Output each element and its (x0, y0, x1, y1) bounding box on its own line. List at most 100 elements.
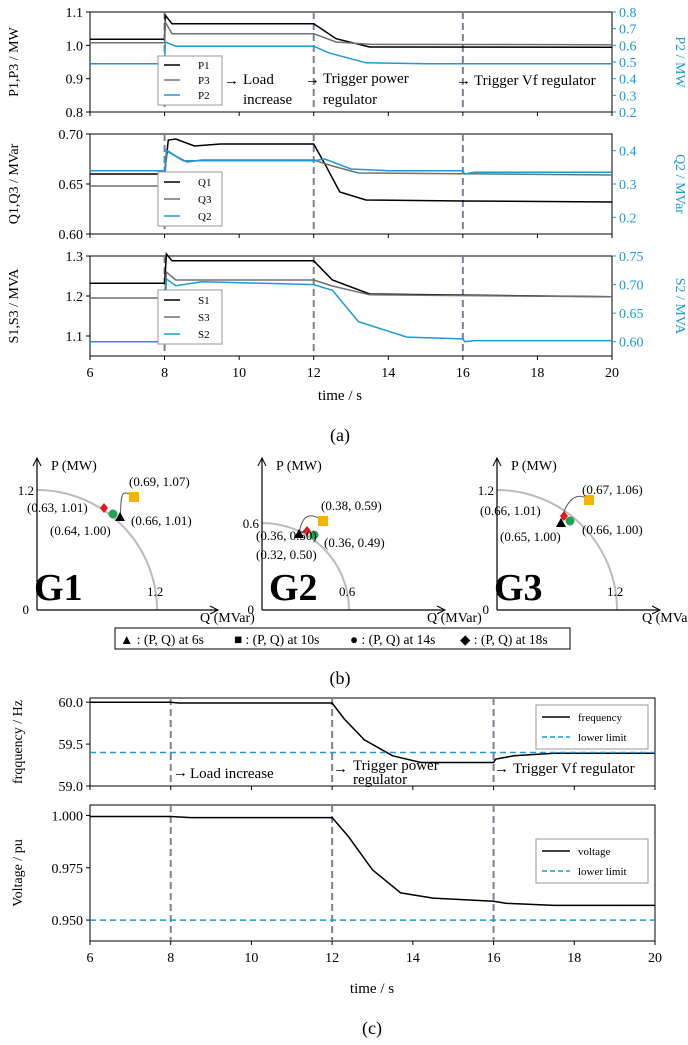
p-radius-label: 0.6 (243, 516, 260, 531)
series-line-q2 (90, 149, 612, 175)
legend-label-p2: P2 (198, 90, 210, 102)
y-tick-label-right: 0.75 (619, 250, 644, 265)
y-axis-label: Voltage / pu (11, 839, 26, 906)
marker-6s-triangle (294, 529, 304, 538)
panel-c-voltage-plot: 0.950 0.975 1.000 Voltage / pu voltage low… (11, 804, 662, 997)
p-axis-arrow-icon (492, 456, 502, 467)
y-tick-label-right: 0.7 (619, 23, 637, 38)
p-axis-label: P (MW) (51, 459, 97, 474)
series-line-s1 (90, 252, 613, 298)
annotation-arrow: → (224, 73, 239, 89)
legend-label-lower-limit: lower limit (578, 732, 627, 744)
y-axis-label-left: Q1,Q3 / MVar (7, 143, 22, 224)
legend-label-p3: P3 (198, 75, 210, 87)
q-radius-label: 0.6 (339, 584, 356, 599)
x-axis-label: time / s (350, 981, 394, 997)
y-tick-label: 0.8 (66, 106, 84, 121)
q-radius-label: 1.2 (147, 584, 163, 599)
x-tick-label: 10 (232, 366, 246, 381)
x-tick-label: 12 (325, 951, 339, 966)
x-tick-label: 8 (161, 366, 168, 381)
series-line-frequency (90, 701, 655, 764)
point-coordinate-label: (0.69, 1.07) (129, 474, 190, 489)
y-tick-label: 0.9 (66, 73, 84, 88)
legend-label-lower-limit: lower limit (578, 866, 627, 878)
marker-18s-diamond (303, 526, 311, 536)
p-radius-label: 1.2 (478, 483, 494, 498)
y-tick-label: 1.1 (66, 330, 84, 345)
y-tick-label-right: 0.6 (619, 39, 637, 54)
point-coordinate-label: (0.36, 0.49) (324, 535, 385, 550)
capability-arc (261, 522, 350, 611)
x-tick-label: 14 (381, 366, 395, 381)
point-coordinate-label: (0.32, 0.50) (256, 547, 317, 562)
legend-item-10s: ■ : (P, Q) at 10s (234, 632, 319, 647)
x-tick-label: 10 (244, 951, 258, 966)
point-coordinate-label: (0.66, 1.00) (582, 522, 643, 537)
capability-diagram-g1: P (MW)Q (MVar)01.21.2G1(0.69, 1.07)(0.63… (18, 456, 255, 626)
legend: Q1 Q3 Q2 (157, 171, 223, 227)
series-line-s2 (90, 277, 612, 343)
y-tick-label: 0.65 (59, 178, 84, 193)
annotation-power-1: Trigger power (353, 758, 439, 774)
y-tick-label: 59.0 (59, 780, 84, 795)
annotation-arrow: → (494, 761, 509, 777)
y-tick-label-right: 0.3 (619, 178, 637, 193)
point-coordinate-label: (0.66, 1.01) (480, 503, 541, 518)
marker-14s-circle (565, 516, 575, 526)
annotation-load: Load increase (190, 766, 274, 782)
x-tick-label: 20 (605, 366, 619, 381)
y-tick-label: 1.1 (66, 6, 84, 21)
x-tick-label: 20 (648, 951, 662, 966)
x-tick-label: 6 (87, 366, 94, 381)
legend-item-18s: ◆ : (P, Q) at 18s (460, 632, 548, 647)
point-coordinate-label: (0.63, 1.01) (27, 500, 88, 515)
marker-10s-square (318, 516, 328, 526)
y-tick-label-right: 0.4 (619, 73, 637, 88)
q-axis-label: Q (MVar) (427, 611, 482, 626)
point-coordinate-label: (0.67, 1.06) (582, 482, 643, 497)
plot-frame (89, 255, 613, 357)
legend-label-q2: Q2 (198, 211, 211, 223)
annotation-arrow: → (333, 761, 348, 777)
x-tick-label: 8 (167, 951, 174, 966)
legend: frequency lower limit (535, 704, 649, 750)
capability-diagram-g3: P (MW) Q (MVar) 0 1.2 1.2 G3 (0.67, 1.06) (0.66… (478, 456, 688, 626)
panel-c-frequency-plot: 59.0 59.5 60.0 frqquency / Hz frequency lo… (11, 696, 656, 795)
q-axis-label: Q (MVar) (642, 611, 688, 626)
legend-label-voltage: voltage (578, 846, 610, 858)
legend-label-q3: Q3 (198, 194, 212, 206)
y-tick-label: 1.3 (66, 250, 84, 265)
x-tick-label: 6 (87, 951, 94, 966)
y-tick-label-right: 0.5 (619, 56, 637, 71)
q-axis-label: Q (MVar) (200, 611, 255, 626)
legend-label-p1: P1 (198, 60, 210, 72)
legend: S1 S3 S2 (157, 289, 223, 345)
annotation-power-2: regulator (323, 92, 377, 108)
series-line-p3 (90, 19, 613, 46)
y-tick-label-right: 0.8 (619, 6, 637, 21)
point-coordinate-label: (0.64, 1.00) (50, 523, 111, 538)
plot-frame (89, 697, 656, 787)
legend-frame (535, 838, 649, 884)
point-coordinate-label: (0.38, 0.59) (321, 498, 382, 513)
marker-6s-triangle (556, 518, 566, 527)
y-axis-label-left: P1,P3 / MW (7, 26, 22, 96)
legend-label-s2: S2 (198, 329, 210, 341)
y-tick-label: 0.950 (52, 914, 84, 929)
capability-arc (36, 489, 158, 611)
annotation-power-2: regulator (353, 772, 407, 788)
y-tick-label-right: 0.60 (619, 336, 644, 351)
y-tick-label-right: 0.2 (619, 106, 637, 121)
x-tick-label: 12 (307, 366, 321, 381)
legend-item-14s: ● : (P, Q) at 14s (350, 632, 435, 647)
x-tick-label: 18 (530, 366, 544, 381)
annotation-load-2: increase (243, 92, 292, 108)
x-tick-label: 16 (487, 951, 501, 966)
series-line-q1 (90, 138, 613, 203)
x-tick-label: 18 (567, 951, 581, 966)
annotation-arrow: → (456, 73, 471, 89)
y-tick-label: 0.60 (59, 228, 84, 243)
p-axis-label: P (MW) (276, 459, 322, 474)
